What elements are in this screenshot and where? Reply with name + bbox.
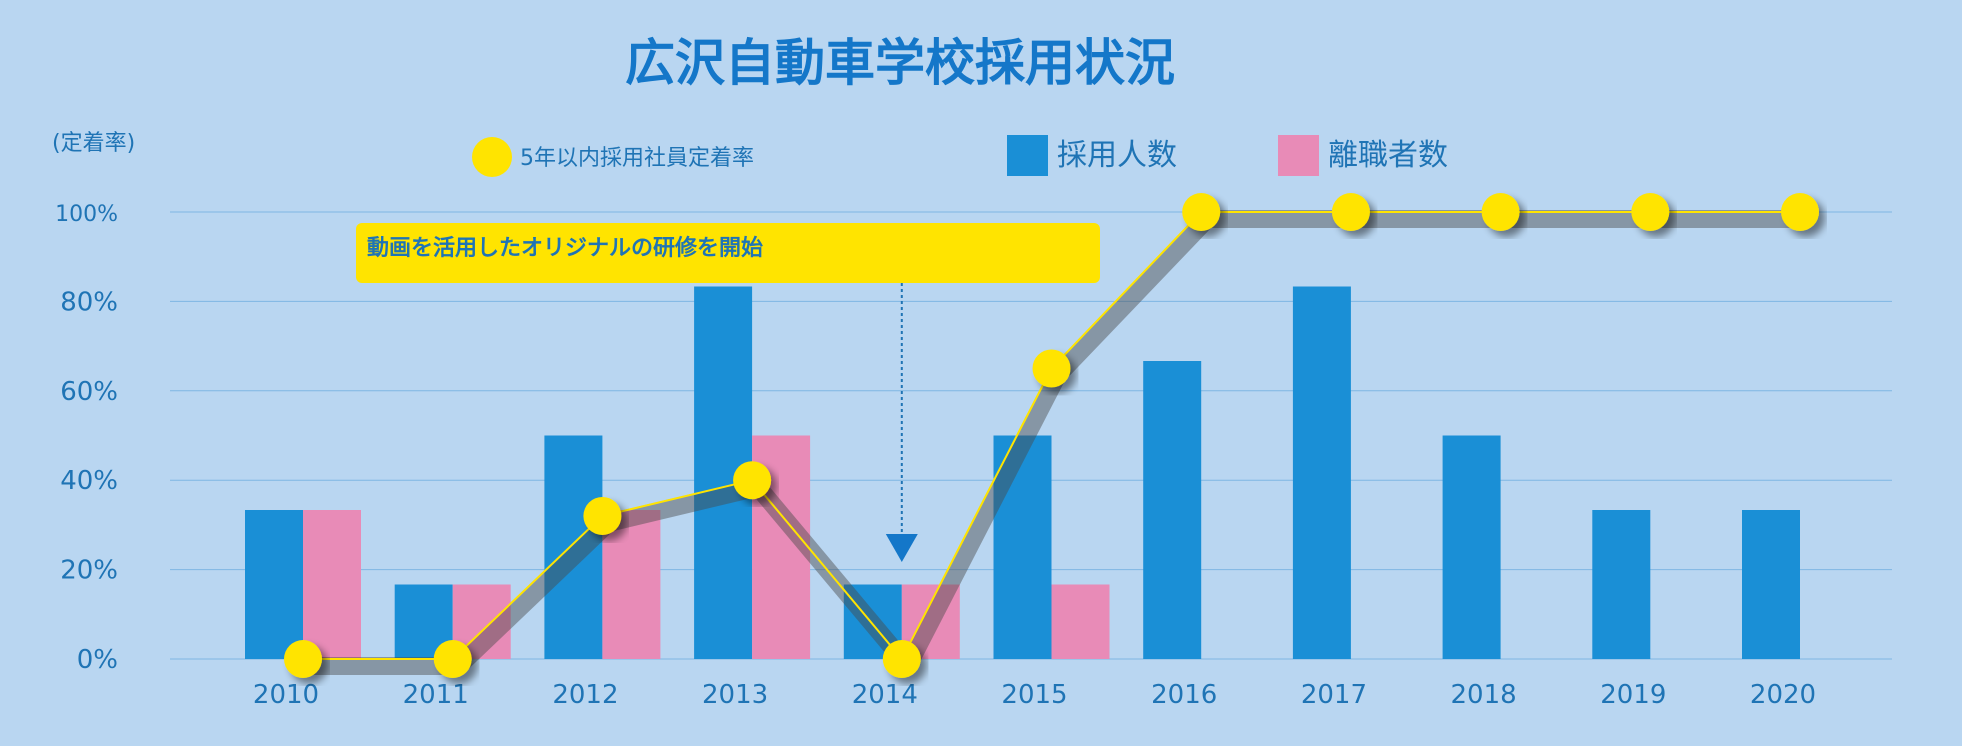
x-tick-label-2011: 2011 [403,680,469,710]
retention-point-2020 [1781,193,1819,231]
y-tick-labels: 0% 20% 40% 60% 80% 100% [55,202,118,675]
x-tick-label-2019: 2019 [1600,680,1666,710]
legend-swatch-resignations [1278,135,1319,176]
retention-point-2019 [1631,193,1670,231]
x-tick-labels: 2010 2011 2012 2013 2014 2015 2016 2017 2018 2019… [253,680,1816,710]
retention-line [284,193,1819,678]
x-tick-label-2012: 2012 [552,680,618,710]
legend-swatch-hires [1007,135,1048,176]
legend-label-resignations: 離職者数 [1328,138,1448,173]
x-tick-label-2020: 2020 [1750,680,1816,710]
y-tick-label: 40% [60,466,118,496]
bar-hires-2012 [544,435,603,659]
retention-point-2011 [433,640,472,678]
x-tick-label-2015: 2015 [1001,680,1067,710]
retention-point-2010 [284,640,322,678]
y-tick-label: 20% [60,556,118,586]
bars [245,286,1800,659]
y-tick-label: 60% [60,377,118,407]
legend-label-retention: 5年以内採用社員定着率 [520,146,754,171]
retention-point-2018 [1481,193,1520,231]
y-tick-label: 100% [55,202,118,227]
retention-point-2013 [733,461,772,500]
annotation-text: 動画を活用したオリジナルの研修を開始 [367,235,763,261]
x-tick-label-2017: 2017 [1301,680,1367,710]
x-tick-label-2016: 2016 [1151,680,1217,710]
legend: 5年以内採用社員定着率 採用人数 離職者数 [472,135,1448,177]
bar-hires-2016 [1143,361,1202,659]
bar-hires-2020 [1742,510,1800,659]
retention-point-2014 [882,640,921,678]
legend-swatch-retention [472,137,512,177]
legend-label-hires: 採用人数 [1057,138,1177,173]
annotation-box [356,223,1100,283]
retention-point-2015 [1032,349,1071,388]
retention-point-2016 [1182,193,1221,231]
y-tick-label: 0% [77,645,118,675]
annotation: 動画を活用したオリジナルの研修を開始 [356,223,1100,562]
x-tick-label-2010: 2010 [253,680,319,710]
bar-resignations-2010 [303,510,361,659]
x-tick-label-2013: 2013 [702,680,768,710]
bar-hires-2017 [1292,286,1351,659]
bar-hires-2019 [1592,510,1651,659]
bar-resignations-2012 [602,510,661,659]
x-tick-label-2018: 2018 [1451,680,1517,710]
bar-resignations-2015 [1051,584,1110,659]
bar-hires-2018 [1442,435,1501,659]
bar-hires-2015 [993,435,1052,659]
chart-title: 広沢自動車学校採用状況 [625,34,1175,92]
bar-hires-2010 [245,510,303,659]
y-axis-unit-label: (定着率) [52,131,135,156]
y-tick-label: 80% [60,287,118,317]
x-tick-label-2014: 2014 [852,680,918,710]
annotation-arrow [885,534,918,562]
retention-point-2012 [583,496,622,535]
retention-point-2017 [1331,193,1370,231]
